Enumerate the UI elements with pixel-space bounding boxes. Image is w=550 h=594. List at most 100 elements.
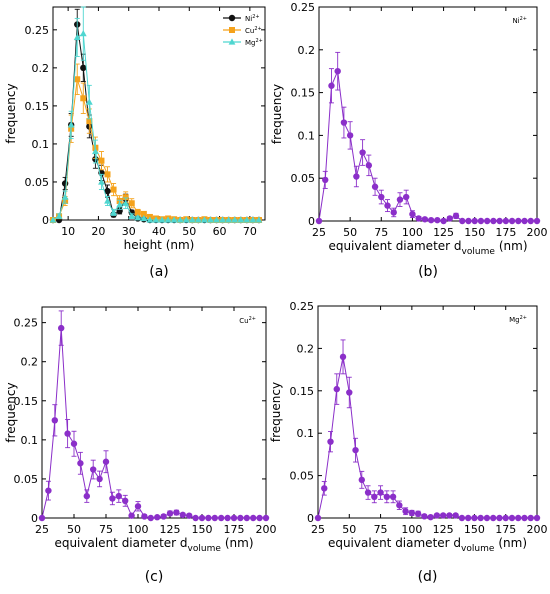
data-point bbox=[446, 512, 453, 519]
y-tick-label: 0.25 bbox=[290, 300, 315, 313]
data-point bbox=[477, 514, 484, 522]
data-point bbox=[421, 513, 428, 520]
data-point bbox=[140, 210, 147, 217]
x-tick-label: 50 bbox=[182, 225, 196, 238]
data-point bbox=[147, 514, 154, 522]
data-point bbox=[377, 489, 384, 496]
data-point bbox=[439, 512, 447, 519]
data-point bbox=[74, 76, 81, 83]
x-tick-label: 150 bbox=[464, 523, 485, 536]
data-point bbox=[98, 157, 105, 164]
data-point bbox=[533, 514, 541, 522]
data-point bbox=[176, 216, 184, 223]
data-point bbox=[427, 216, 435, 224]
data-point bbox=[483, 514, 491, 522]
panel-d: 25 50 75 100 125 150 175 200 0 0.05 0.1 0.15 0.2 0.25… bbox=[269, 300, 548, 585]
x-tick-label: 125 bbox=[433, 226, 454, 239]
x-tick-label: 175 bbox=[495, 226, 516, 239]
data-point bbox=[194, 216, 202, 223]
data-point bbox=[327, 438, 334, 445]
data-point bbox=[58, 324, 65, 332]
ion-label: Cu2+ bbox=[239, 316, 256, 325]
data-point bbox=[446, 215, 453, 222]
x-tick-label: 100 bbox=[402, 226, 423, 239]
y-axis-label: frequency bbox=[270, 84, 284, 144]
series-line bbox=[52, 32, 259, 221]
x-tick-label: 70 bbox=[243, 225, 257, 238]
series-a-2 bbox=[49, 6, 263, 223]
data-point bbox=[79, 30, 87, 37]
data-point bbox=[224, 514, 231, 522]
data-point bbox=[490, 514, 497, 522]
data-point bbox=[243, 216, 251, 223]
x-tick-label: 75 bbox=[374, 226, 388, 239]
y-axis-label: frequency bbox=[4, 83, 18, 143]
data-point bbox=[55, 212, 63, 219]
data-point bbox=[122, 497, 129, 505]
data-point bbox=[508, 514, 516, 522]
data-point bbox=[49, 216, 57, 223]
data-point bbox=[346, 389, 353, 396]
x-tick-label: 60 bbox=[213, 225, 227, 238]
data-point bbox=[186, 512, 193, 519]
x-tick-label: 75 bbox=[99, 523, 113, 536]
data-point bbox=[358, 476, 365, 484]
panel-a: 10 20 30 40 50 60 70 0 0.05 0.1 0.15 0.2 0.25 frequen… bbox=[4, 6, 266, 280]
data-point bbox=[128, 200, 135, 207]
data-point bbox=[433, 512, 441, 519]
y-tick-label: 0 bbox=[307, 512, 314, 525]
data-point bbox=[465, 217, 472, 225]
data-point bbox=[389, 493, 397, 500]
series-d-0 bbox=[314, 339, 541, 522]
data-point bbox=[140, 214, 148, 222]
series-b-0 bbox=[315, 51, 541, 225]
data-point bbox=[51, 417, 58, 424]
data-point bbox=[459, 217, 466, 225]
x-tick-label: 25 bbox=[311, 523, 325, 536]
x-tick-label: 20 bbox=[91, 225, 105, 238]
data-point bbox=[515, 514, 522, 522]
data-point bbox=[179, 511, 186, 519]
data-point bbox=[61, 180, 69, 187]
data-point bbox=[359, 149, 366, 156]
data-point bbox=[213, 216, 220, 223]
data-point bbox=[502, 217, 510, 225]
panel-caption: (c) bbox=[145, 569, 164, 585]
y-axis-label: frequency bbox=[4, 382, 18, 442]
data-point bbox=[104, 187, 111, 195]
y-tick-label: 0.1 bbox=[32, 138, 50, 151]
data-point bbox=[141, 513, 148, 520]
x-tick-label: 100 bbox=[401, 523, 422, 536]
data-point bbox=[198, 514, 206, 522]
panel-caption: (a) bbox=[149, 264, 169, 280]
data-point bbox=[249, 216, 257, 223]
data-point bbox=[483, 217, 491, 225]
y-tick-label: 0.25 bbox=[25, 24, 50, 37]
data-point bbox=[496, 217, 503, 225]
x-tick-label: 100 bbox=[128, 523, 149, 536]
data-point bbox=[218, 514, 225, 522]
data-point bbox=[166, 510, 174, 517]
data-point bbox=[80, 64, 87, 72]
legend-marker bbox=[228, 38, 236, 45]
legend-label: Mg2+ bbox=[245, 38, 263, 47]
data-point bbox=[496, 514, 503, 522]
data-point bbox=[110, 186, 117, 193]
y-tick-label: 0.2 bbox=[32, 62, 50, 75]
data-point bbox=[403, 193, 410, 201]
legend-label: Cu2+ bbox=[245, 26, 262, 35]
y-axis-label: frequency bbox=[269, 382, 283, 442]
data-point bbox=[158, 216, 166, 223]
data-point bbox=[225, 216, 233, 223]
data-point bbox=[237, 514, 244, 522]
data-point bbox=[521, 514, 528, 522]
data-point bbox=[464, 514, 472, 522]
data-point bbox=[170, 216, 178, 223]
data-point bbox=[371, 183, 379, 190]
legend-label: Ni2+ bbox=[245, 14, 260, 23]
x-tick-label: 10 bbox=[61, 225, 75, 238]
data-point bbox=[122, 199, 130, 206]
data-point bbox=[86, 118, 93, 125]
x-axis-label: height (nm) bbox=[124, 238, 195, 252]
